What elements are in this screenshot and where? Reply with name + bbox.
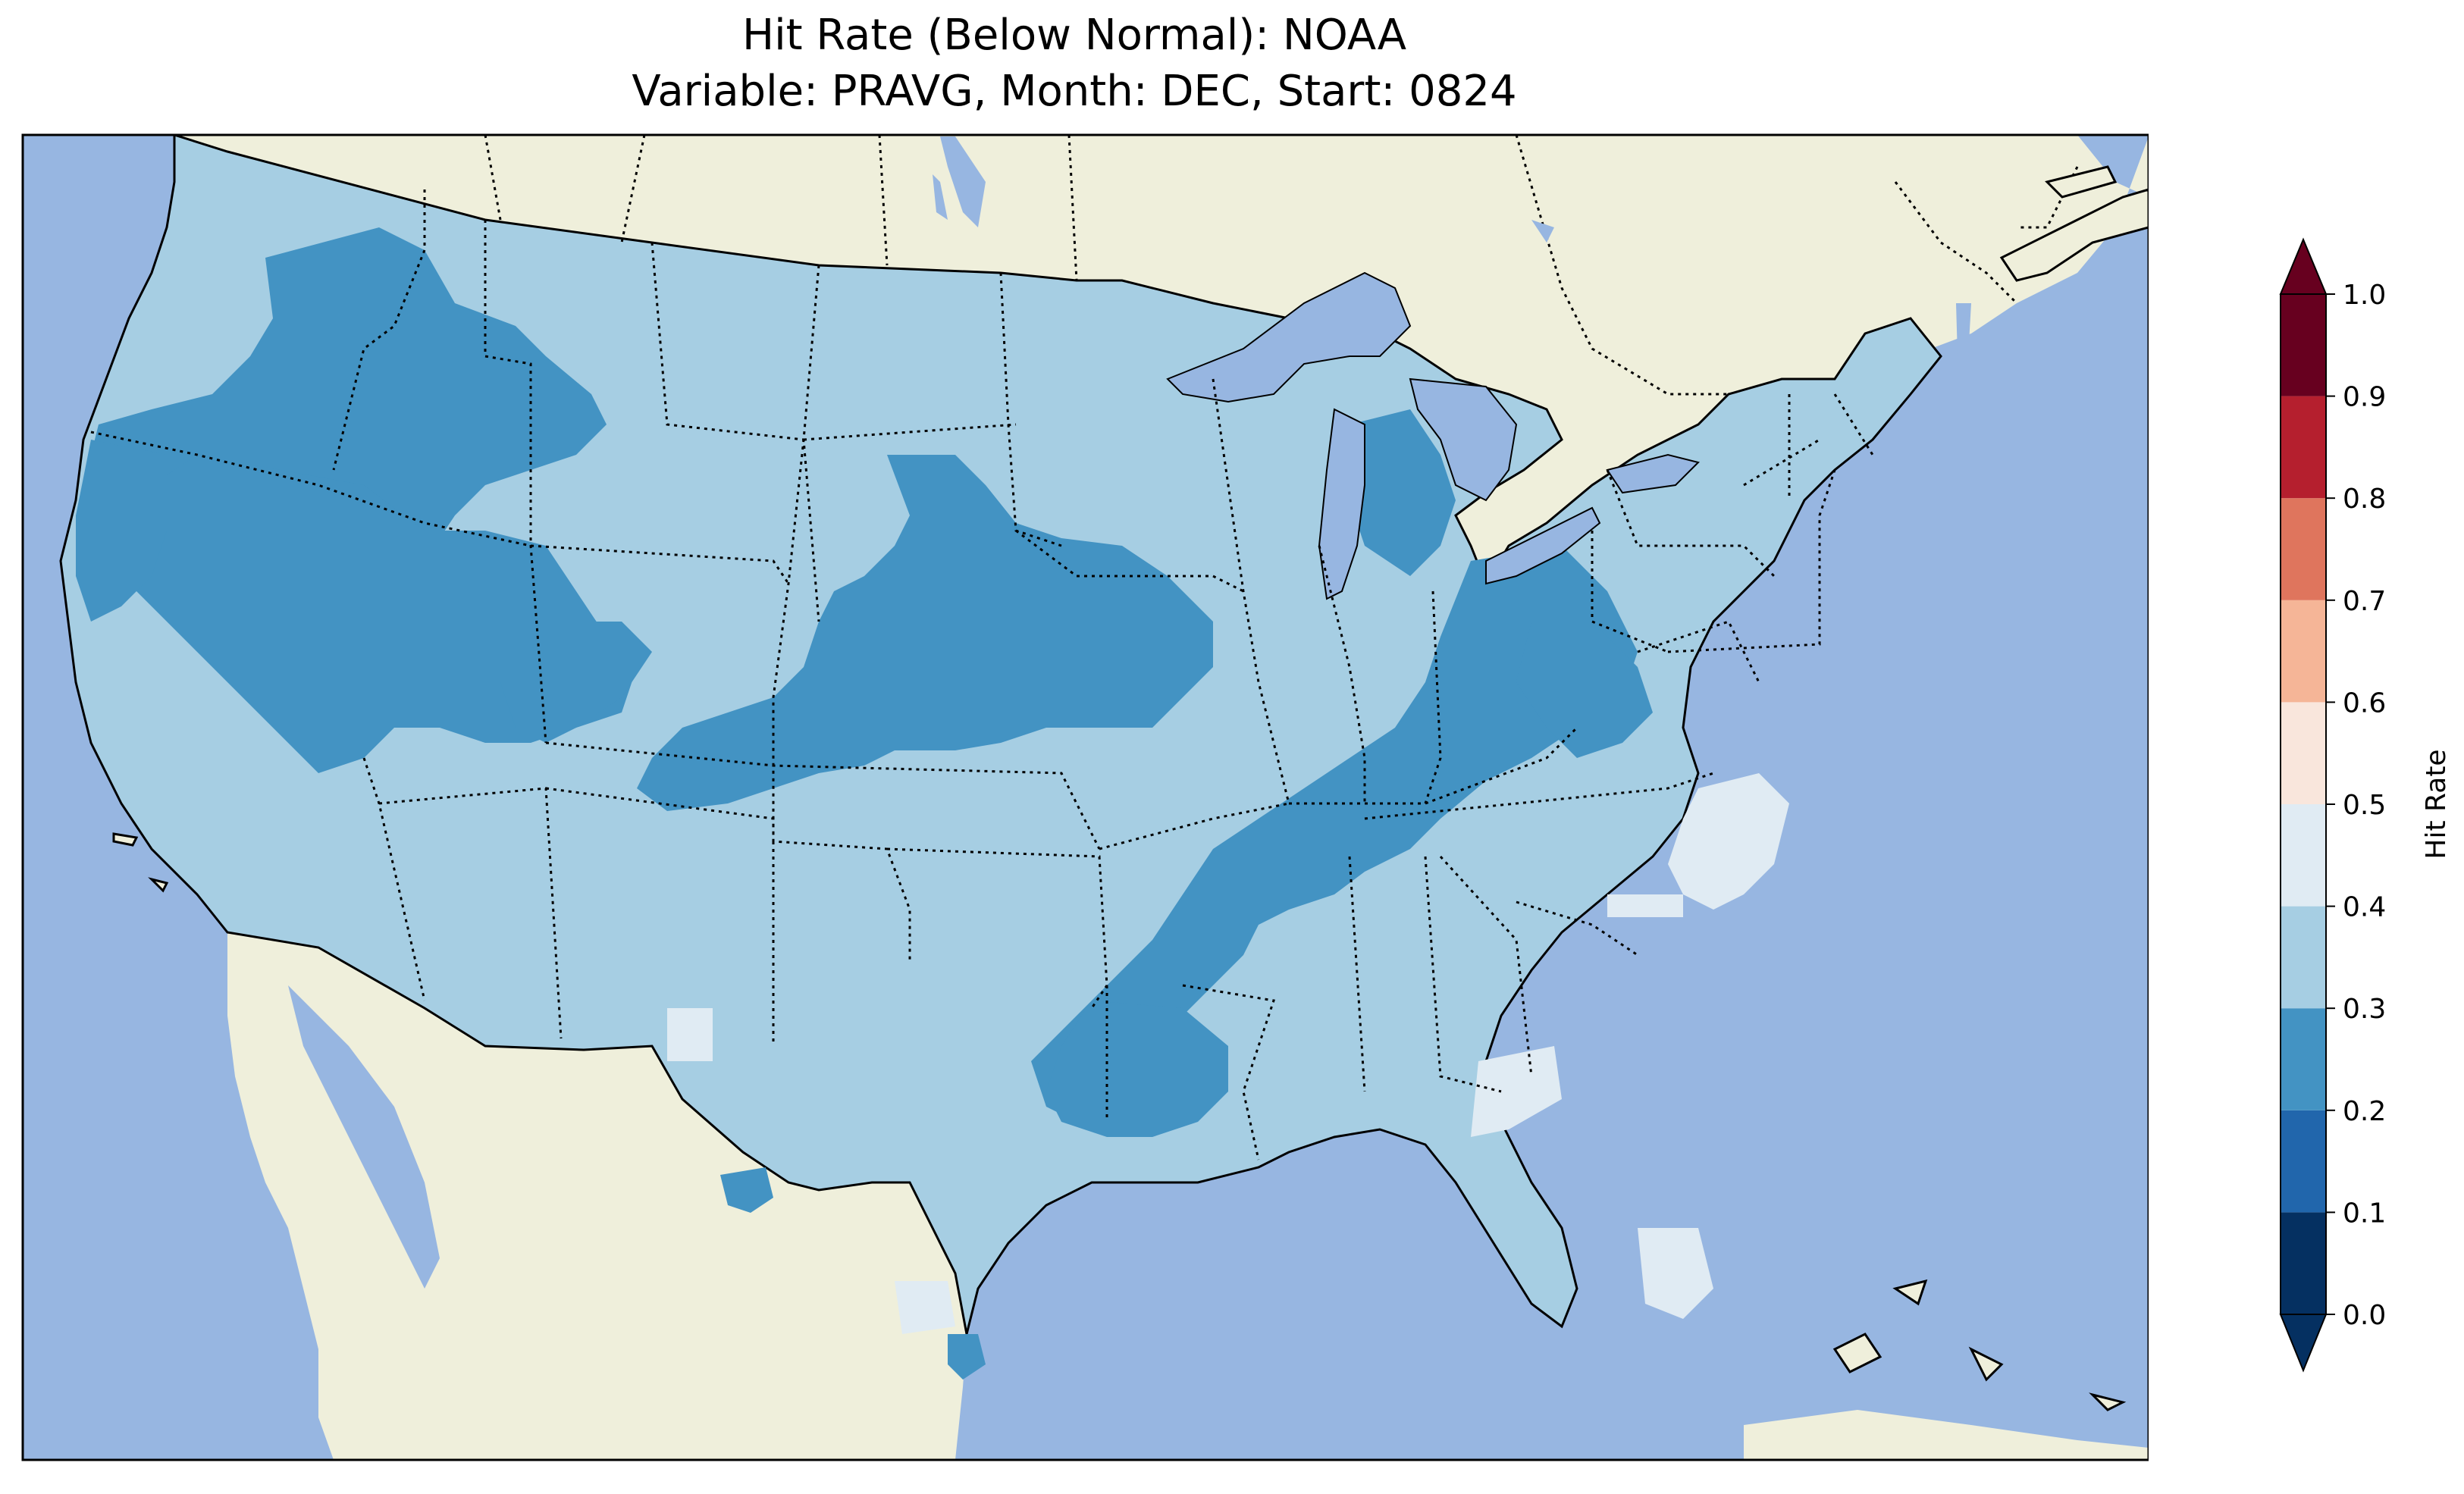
great-lakes — [1166, 271, 1700, 600]
region-south-texas — [895, 1281, 955, 1334]
colorbar-tick-label: 0.2 — [2343, 1096, 2386, 1127]
colorbar-tick-label: 0.4 — [2343, 892, 2386, 923]
colorbar-bin — [2281, 906, 2326, 1009]
lake-manitoba — [933, 174, 948, 220]
hit-rate-0.2-0.3-regions — [76, 227, 1653, 1380]
map-title-line1: Hit Rate (Below Normal): NOAA — [741, 11, 1407, 60]
colorbar-label: Hit Rate — [2421, 749, 2452, 859]
region-eastern-nc — [1668, 773, 1789, 910]
island — [148, 877, 169, 893]
colorbar-bins — [2281, 294, 2326, 1314]
colorbar-extend-low — [2279, 1314, 2328, 1373]
island — [1892, 1279, 1928, 1306]
maritime-provinces — [1999, 165, 2149, 282]
colorbar-tick-label: 0.8 — [2343, 484, 2386, 515]
lake-superior — [1166, 271, 1412, 403]
region-new-mexico-spot — [667, 1008, 713, 1061]
lake-ontario — [1606, 453, 1700, 494]
lake-michigan — [1318, 408, 1365, 600]
map-frame — [21, 133, 2149, 1461]
region-mid-mississippi — [1046, 1001, 1228, 1137]
region-central-plains — [637, 455, 1213, 811]
gulf-of-california — [288, 985, 440, 1289]
colorbar-ticks: 0.0 0.1 0.2 0.3 0.4 0.5 0.6 0.7 0.8 0.9 1.0 — [2326, 280, 2386, 1331]
region-michigan — [1350, 409, 1456, 576]
canada-land — [174, 135, 2149, 584]
colorbar-tick-label: 0.3 — [2343, 994, 2386, 1025]
colorbar-bin — [2281, 1212, 2326, 1314]
colorbar-bin — [2281, 396, 2326, 499]
colorbar-tick-label: 0.0 — [2343, 1300, 2386, 1331]
colorbar-tick-label: 1.0 — [2343, 280, 2386, 311]
island — [1968, 1346, 2004, 1382]
colorbar-outline — [2280, 293, 2327, 1315]
map-panel — [21, 133, 2149, 1461]
island — [112, 832, 139, 847]
lake-huron — [1409, 377, 1518, 502]
region-appalachia — [1516, 622, 1653, 758]
prince-edward-island — [2045, 165, 2118, 199]
colorbar-tick-label: 0.6 — [2343, 687, 2386, 719]
colorbar-tick-label: 0.1 — [2343, 1198, 2386, 1229]
lake-erie — [1485, 506, 1601, 585]
colorbar-tick-label: 0.9 — [2343, 382, 2386, 413]
bahamas — [1832, 1279, 2127, 1411]
region-nw-coast-wedge — [76, 440, 167, 622]
canadian-lakes — [933, 136, 1971, 356]
lake-winnipeg — [940, 136, 986, 227]
region-south-texas-border — [720, 1167, 773, 1213]
region-sc-coast — [1607, 894, 1683, 917]
channel-islands — [112, 832, 169, 893]
colorbar-bin — [2281, 498, 2326, 600]
hit-rate-0.4-0.5-regions — [667, 773, 1789, 1334]
region-ohio-valley — [1031, 546, 1638, 1122]
mexico-land — [227, 932, 967, 1460]
lake-nipigon — [1531, 220, 1554, 243]
colorbar-tick-label: 0.5 — [2343, 790, 2386, 821]
lake-champlain — [1956, 303, 1971, 356]
colorbar-bin — [2281, 1110, 2326, 1213]
region-texas-tip — [948, 1334, 986, 1380]
cuba-land — [1744, 1410, 2149, 1460]
state-borders — [90, 189, 1874, 1160]
colorbar-bin — [2281, 1008, 2326, 1110]
colorbar-tick-label: 0.7 — [2343, 586, 2386, 617]
island — [1832, 1333, 1882, 1373]
nova-scotia — [1999, 188, 2149, 282]
region-south-florida — [1638, 1228, 1713, 1319]
colorbar-bin — [2281, 804, 2326, 907]
colorbar-bin — [2281, 294, 2326, 396]
colorbar-extend-high — [2279, 237, 2328, 295]
island — [2089, 1392, 2127, 1411]
colorbar-bin — [2281, 702, 2326, 804]
map-title-line2: Variable: PRAVG, Month: DEC, Start: 0824 — [632, 67, 1517, 116]
colorbar-bin — [2281, 600, 2326, 703]
region-georgia-spot — [1471, 1046, 1562, 1137]
